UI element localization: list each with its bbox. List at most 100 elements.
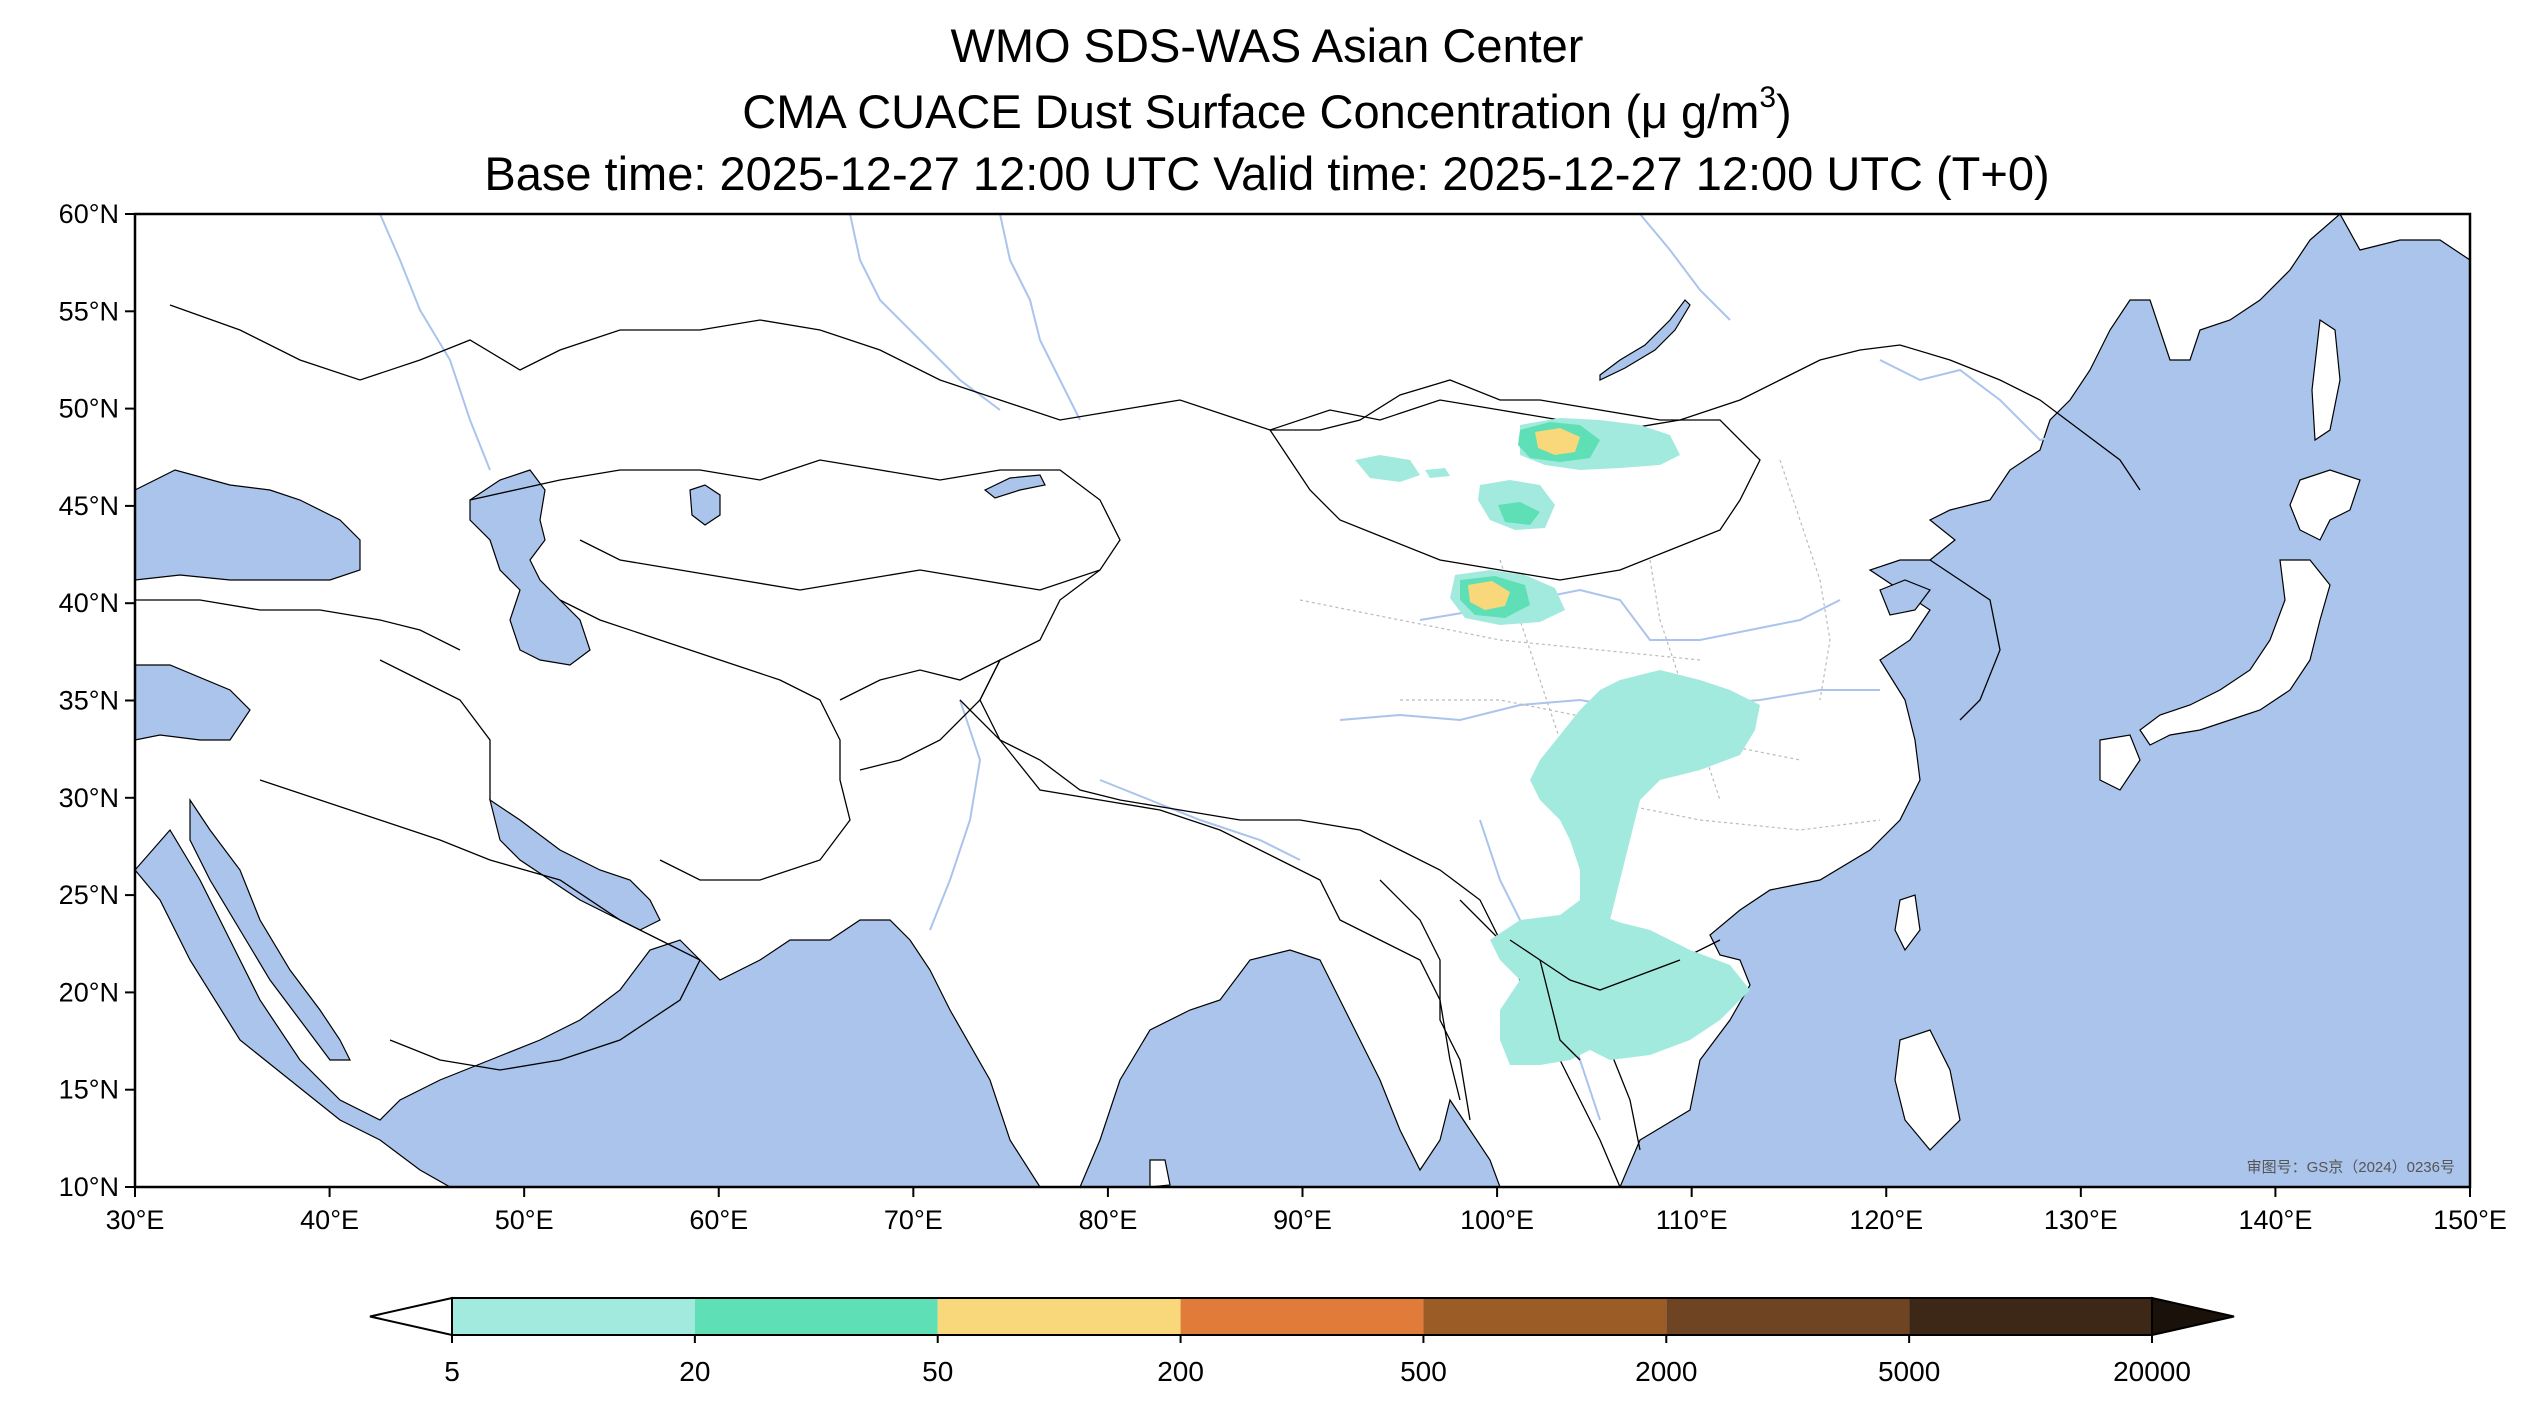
dust-region-mongolia-small <box>1425 468 1450 478</box>
turkey-border <box>135 599 461 651</box>
colorbar-label: 20 <box>679 1356 710 1387</box>
lon-tick-label: 50°E <box>495 1205 554 1235</box>
lon-tick-label: 40°E <box>300 1205 359 1235</box>
overlay-borders <box>1509 939 1681 1061</box>
red-sea <box>189 798 351 1061</box>
colorbar-label: 2000 <box>1635 1356 1697 1387</box>
lat-tick-label: 25°N <box>59 880 119 910</box>
colorbar-segment <box>937 1298 1181 1335</box>
subtitle-unit-exponent: 3 <box>1759 81 1777 115</box>
subtitle-unit: μ g/m <box>1640 85 1760 138</box>
japan-hokkaido <box>2289 469 2361 541</box>
iran-border <box>559 599 851 881</box>
dust-region-mongolia-north-50 <box>1535 428 1580 455</box>
lon-tick-label: 140°E <box>2238 1205 2312 1235</box>
russia-south-border <box>169 304 2141 491</box>
colorbar-segment <box>1423 1298 1667 1335</box>
map-panel: 审图号：GS京（2024）0236号 <box>135 214 2470 1187</box>
myanmar-border <box>1379 879 1471 1121</box>
map-subtitle: CMA CUACE Dust Surface Concentration (μ … <box>0 81 2534 139</box>
colorbar: 5 20 50 200 500 2000 5000 20000 <box>369 1296 2235 1387</box>
colorbar-over-arrow <box>2151 1296 2235 1337</box>
kamchatka-edge <box>2339 214 2470 261</box>
taiwan <box>1894 894 1921 952</box>
map-title: WMO SDS-WAS Asian Center <box>950 19 1584 72</box>
mongolia-border <box>1268 379 1761 581</box>
map-time-line: Base time: 2025-12-27 12:00 UTC Valid ti… <box>484 147 2050 200</box>
indian-ocean <box>135 828 1501 1187</box>
colorbar-segment <box>1666 1298 1910 1335</box>
indus-river <box>929 699 982 931</box>
colorbar-label: 5000 <box>1878 1356 1940 1387</box>
persian-gulf <box>489 798 661 931</box>
lon-tick-label: 60°E <box>689 1205 748 1235</box>
lat-tick-label: 20°N <box>59 977 119 1007</box>
lake-baikal <box>1599 299 1691 381</box>
sri-lanka <box>1149 1159 1171 1187</box>
lon-tick-label: 80°E <box>1078 1205 1137 1235</box>
lat-tick-label: 40°N <box>59 588 119 618</box>
black-sea <box>135 469 361 581</box>
lon-tick-label: 70°E <box>884 1205 943 1235</box>
dust-region-central-china <box>1490 670 1760 1065</box>
dust-concentration-layer <box>1355 418 1760 1065</box>
lon-tick-label: 110°E <box>1656 1205 1728 1235</box>
dust-region-gobi-20 <box>1498 502 1540 525</box>
lat-tick-label: 45°N <box>59 491 119 521</box>
colorbar-outline <box>451 1297 2153 1336</box>
lon-tick-label: 150°E <box>2433 1205 2507 1235</box>
lon-tick-label: 130°E <box>2044 1205 2118 1235</box>
approval-note: 审图号：GS京（2024）0236号 <box>2247 1159 2455 1176</box>
sakhalin <box>2311 318 2341 442</box>
bohai-sea <box>1879 579 1931 616</box>
colorbar-label: 50 <box>922 1356 953 1387</box>
volga-river <box>379 214 491 471</box>
ganges-river <box>1099 779 1301 861</box>
japan-honshu <box>2139 559 2331 746</box>
latitude-axis: 60°N 55°N 50°N 45°N 40°N 35°N 30°N 25°N 20°N 15°N… <box>59 199 135 1202</box>
lat-tick-label: 55°N <box>59 296 119 326</box>
colorbar-under-arrow <box>369 1296 453 1337</box>
afghanistan-border <box>839 658 1002 771</box>
colorbar-segment <box>452 1298 695 1335</box>
lon-tick-label: 90°E <box>1273 1205 1332 1235</box>
lake-balkhash <box>983 474 1046 499</box>
colorbar-segment <box>1909 1298 2152 1335</box>
colorbar-label: 20000 <box>2113 1356 2191 1387</box>
irtysh-river <box>849 214 1001 411</box>
lat-tick-label: 10°N <box>59 1172 119 1202</box>
dust-region-alxa-50 <box>1468 581 1510 610</box>
lat-tick-label: 15°N <box>59 1075 119 1105</box>
lat-tick-label: 60°N <box>59 199 119 229</box>
ob-river <box>999 214 1081 421</box>
colorbar-label: 200 <box>1157 1356 1204 1387</box>
dust-region-northern-vietnam <box>1560 915 1680 975</box>
longitude-axis: 30°E 40°E 50°E 60°E 70°E 80°E 90°E 100°E 110°E 12… <box>106 1187 2507 1235</box>
colorbar-label: 500 <box>1400 1356 1447 1387</box>
india-border <box>959 699 1461 1101</box>
caspian-sea <box>469 469 591 666</box>
saudi-border <box>259 779 701 1071</box>
kazakhstan-border <box>469 459 1121 591</box>
colorbar-segment <box>1180 1298 1424 1335</box>
lat-tick-label: 35°N <box>59 686 119 716</box>
luzon <box>1894 1029 1961 1151</box>
pacific-ocean <box>1619 214 2470 1187</box>
lon-tick-label: 30°E <box>106 1205 165 1235</box>
oceans <box>135 214 2470 1187</box>
lena-river <box>1639 214 1731 321</box>
subtitle-close: ) <box>1776 85 1792 138</box>
lat-tick-label: 30°N <box>59 783 119 813</box>
mediterranean-sea <box>135 664 251 741</box>
lon-tick-label: 100°E <box>1460 1205 1534 1235</box>
lon-tick-label: 120°E <box>1849 1205 1923 1235</box>
colorbar-label: 5 <box>444 1356 460 1387</box>
colorbar-segment <box>694 1298 938 1335</box>
iraq-border <box>379 659 491 800</box>
subtitle-text: CMA CUACE Dust Surface Concentration ( <box>742 85 1641 138</box>
lat-tick-label: 50°N <box>59 394 119 424</box>
dust-region-mongolia-west <box>1355 455 1420 482</box>
japan-kyushu <box>2099 734 2141 791</box>
amur-river <box>1879 359 2081 442</box>
